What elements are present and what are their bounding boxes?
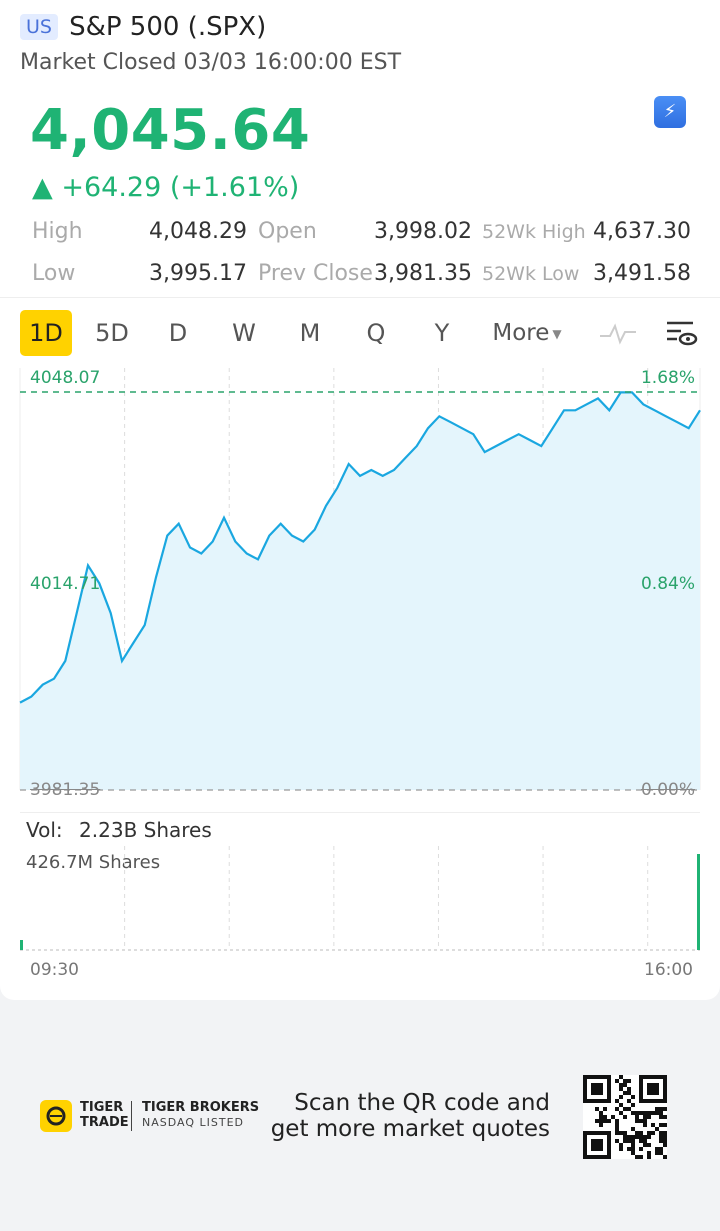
brand-line1: TIGER — [80, 1100, 124, 1115]
brand2-line2: NASDAQ LISTED — [142, 1116, 244, 1129]
brand2-line1: TIGER BROKERS — [142, 1100, 260, 1115]
volume-chart[interactable] — [0, 846, 720, 956]
high-value: 4,048.29 — [149, 219, 247, 244]
wk52-low-label: 52Wk Low — [482, 263, 580, 285]
price-area — [20, 392, 700, 790]
volume-bar-open — [20, 940, 23, 950]
stats-row-1: High 4,048.29 Open 3,998.02 52Wk High 4,… — [32, 215, 692, 257]
time-start: 09:30 — [30, 960, 79, 980]
volume-value: 2.23B Shares — [79, 818, 212, 842]
period-tabs: 1D 5D D W M Q Y More ▼ — [20, 310, 700, 356]
pct-label-top: 1.68% — [640, 368, 695, 388]
scan-line1: Scan the QR code and — [294, 1090, 550, 1116]
high-label: High — [32, 219, 83, 244]
tab-more[interactable]: More ▼ — [486, 310, 568, 356]
brand-tiger-brokers: TIGER BROKERS NASDAQ LISTED — [142, 1100, 259, 1130]
y-label-top: 4048.07 — [30, 368, 101, 388]
low-label: Low — [32, 261, 76, 286]
market-status: Market Closed 03/03 16:00:00 EST — [20, 50, 402, 75]
volume-grid — [20, 846, 700, 951]
prev-close-label: Prev Close — [258, 261, 373, 286]
lightning-icon[interactable]: ⚡ — [654, 96, 686, 128]
pct-label-mid: 0.84% — [640, 574, 695, 594]
y-label-mid: 4014.71 — [30, 574, 101, 594]
chart-settings-icon[interactable] — [664, 318, 698, 350]
low-value: 3,995.17 — [149, 261, 247, 286]
tab-year[interactable]: Y — [434, 319, 450, 347]
y-label-base: 3981.35 — [30, 780, 101, 800]
pct-label-base: 0.00% — [640, 780, 695, 800]
time-end: 16:00 — [644, 960, 693, 980]
more-label: More — [492, 320, 550, 346]
price-line — [19, 391, 701, 704]
footer: TIGER TRADE TIGER BROKERS NASDAQ LISTED … — [0, 1000, 720, 1231]
last-price: 4,045.64 — [30, 98, 311, 163]
tab-month[interactable]: M — [299, 319, 321, 347]
open-label: Open — [258, 219, 317, 244]
tab-quarter[interactable]: Q — [366, 319, 386, 347]
prev-close-value: 3,981.35 — [374, 261, 472, 286]
tab-week[interactable]: W — [232, 319, 256, 347]
tab-5d[interactable]: 5D — [95, 319, 129, 347]
market-badge: US — [20, 14, 58, 40]
volume-max: 426.7M Shares — [26, 852, 161, 873]
price-chart[interactable] — [0, 360, 720, 820]
qr-code-icon — [583, 1075, 667, 1159]
scan-line2: get more market quotes — [270, 1116, 550, 1142]
volume-summary: Vol: 2.23B Shares — [26, 818, 212, 842]
stats-grid: High 4,048.29 Open 3,998.02 52Wk High 4,… — [32, 215, 692, 299]
volume-divider — [20, 812, 700, 813]
pulse-icon[interactable] — [598, 318, 638, 348]
quote-card: US S&P 500 (.SPX) Market Closed 03/03 16… — [0, 0, 720, 1000]
wk52-high-label: 52Wk High — [482, 221, 586, 243]
scan-text: Scan the QR code and get more market quo… — [271, 1090, 550, 1142]
wk52-low-value: 3,491.58 — [593, 261, 691, 286]
page-title: S&P 500 (.SPX) — [69, 12, 267, 42]
tiger-logo-icon — [40, 1100, 72, 1132]
brand-separator — [131, 1101, 132, 1131]
stats-row-2: Low 3,995.17 Prev Close 3,981.35 52Wk Lo… — [32, 257, 692, 299]
caret-down-icon: ▼ — [552, 326, 562, 341]
divider — [0, 297, 720, 298]
tab-1d[interactable]: 1D — [20, 310, 72, 356]
open-value: 3,998.02 — [374, 219, 472, 244]
volume-bar-close — [697, 854, 700, 950]
price-change: ▲ +64.29 (+1.61%) — [32, 172, 300, 203]
brand-line2: TRADE — [80, 1115, 129, 1130]
volume-label: Vol: — [26, 818, 63, 842]
tab-day[interactable]: D — [168, 319, 188, 347]
brand-tiger-trade: TIGER TRADE — [80, 1100, 129, 1130]
quote-header: US S&P 500 (.SPX) — [20, 12, 266, 42]
wk52-high-value: 4,637.30 — [593, 219, 691, 244]
